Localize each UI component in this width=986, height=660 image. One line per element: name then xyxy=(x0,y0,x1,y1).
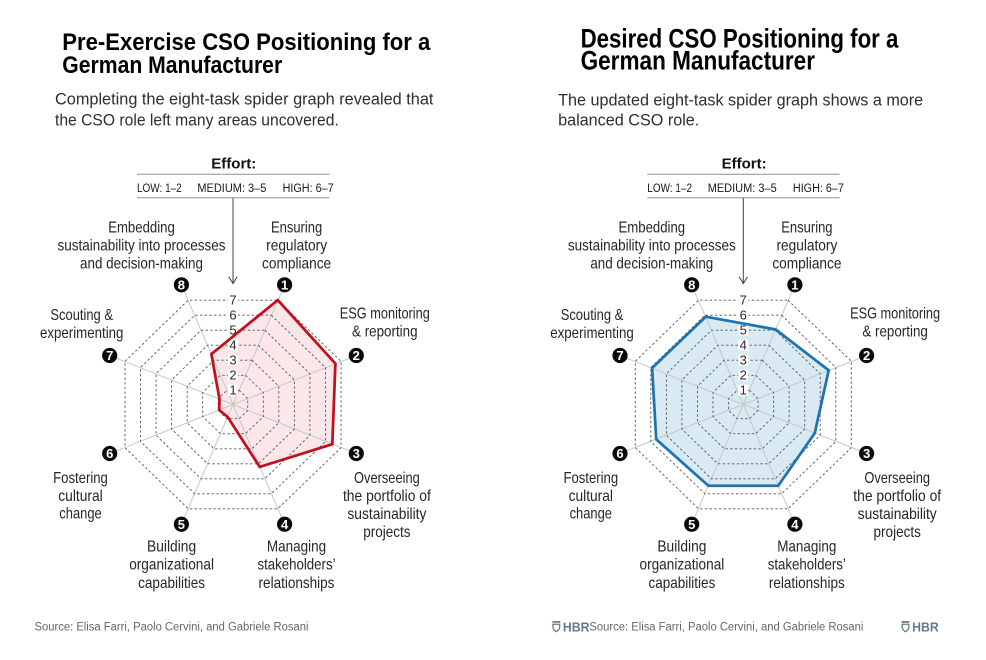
svg-text:organizational: organizational xyxy=(129,557,214,574)
svg-text:MEDIUM: 3–5: MEDIUM: 3–5 xyxy=(197,181,266,195)
svg-text:and decision-making: and decision-making xyxy=(80,255,203,272)
svg-text:1: 1 xyxy=(229,383,236,398)
svg-text:3: 3 xyxy=(229,353,236,368)
svg-text:capabilities: capabilities xyxy=(138,575,205,592)
svg-text:the portfolio of: the portfolio of xyxy=(343,488,431,505)
svg-text:5: 5 xyxy=(688,517,695,532)
svg-text:Building: Building xyxy=(147,539,196,556)
svg-text:Ensuring: Ensuring xyxy=(271,220,322,237)
svg-text:Embedding: Embedding xyxy=(619,220,686,237)
svg-text:7: 7 xyxy=(229,293,236,308)
svg-text:regulatory: regulatory xyxy=(266,237,327,254)
svg-text:1: 1 xyxy=(791,278,798,293)
svg-text:Fostering: Fostering xyxy=(563,470,618,487)
svg-text:HIGH: 6–7: HIGH: 6–7 xyxy=(283,181,334,195)
svg-text:6: 6 xyxy=(229,308,236,323)
svg-text:projects: projects xyxy=(363,524,410,541)
svg-text:& reporting: & reporting xyxy=(352,324,418,341)
svg-text:change: change xyxy=(570,506,613,523)
svg-text:LOW: 1–2: LOW: 1–2 xyxy=(137,181,182,195)
svg-text:2: 2 xyxy=(229,368,236,383)
svg-text:compliance: compliance xyxy=(262,255,331,272)
svg-text:compliance: compliance xyxy=(772,255,841,272)
svg-text:Fostering: Fostering xyxy=(53,470,108,487)
svg-text:2: 2 xyxy=(863,348,870,363)
svg-text:cultural: cultural xyxy=(569,488,613,505)
svg-text:5: 5 xyxy=(229,323,236,338)
svg-text:4: 4 xyxy=(740,338,747,353)
svg-text:German Manufacturer: German Manufacturer xyxy=(581,46,815,76)
svg-text:1: 1 xyxy=(281,278,288,293)
svg-text:regulatory: regulatory xyxy=(776,237,837,254)
svg-text:HBR: HBR xyxy=(563,619,590,634)
svg-text:sustainability: sustainability xyxy=(347,506,426,523)
svg-text:HIGH: 6–7: HIGH: 6–7 xyxy=(793,181,844,195)
svg-text:ESG monitoring: ESG monitoring xyxy=(850,306,940,323)
svg-text:5: 5 xyxy=(740,323,747,338)
svg-text:and decision-making: and decision-making xyxy=(590,255,713,272)
svg-text:organizational: organizational xyxy=(640,557,725,574)
svg-text:3: 3 xyxy=(863,446,870,461)
svg-text:HBR: HBR xyxy=(912,619,939,634)
svg-text:relationships: relationships xyxy=(259,575,335,592)
svg-text:balanced CSO role.: balanced CSO role. xyxy=(558,111,699,130)
svg-text:stakeholders’: stakeholders’ xyxy=(768,557,846,574)
svg-text:6: 6 xyxy=(740,308,747,323)
svg-text:7: 7 xyxy=(616,348,623,363)
svg-text:the CSO role left many areas u: the CSO role left many areas uncovered. xyxy=(55,111,339,130)
svg-text:2: 2 xyxy=(740,368,747,383)
svg-text:Managing: Managing xyxy=(777,539,836,556)
svg-text:capabilities: capabilities xyxy=(648,575,715,592)
svg-text:7: 7 xyxy=(740,293,747,308)
svg-text:5: 5 xyxy=(178,517,185,532)
svg-text:Scouting &: Scouting & xyxy=(50,307,113,324)
svg-text:3: 3 xyxy=(740,353,747,368)
svg-text:sustainability: sustainability xyxy=(858,506,937,523)
svg-text:cultural: cultural xyxy=(58,488,102,505)
svg-text:Source: Elisa Farri, Paolo Cer: Source: Elisa Farri, Paolo Cervini, and … xyxy=(589,622,863,634)
svg-text:experimenting: experimenting xyxy=(550,325,634,342)
svg-text:& reporting: & reporting xyxy=(862,324,928,341)
svg-text:Scouting &: Scouting & xyxy=(561,307,624,324)
svg-text:4: 4 xyxy=(791,517,799,532)
svg-text:MEDIUM: 3–5: MEDIUM: 3–5 xyxy=(708,181,777,195)
svg-text:8: 8 xyxy=(688,278,695,293)
svg-text:Effort:: Effort: xyxy=(211,155,256,172)
svg-text:7: 7 xyxy=(106,348,113,363)
svg-text:6: 6 xyxy=(106,446,113,461)
svg-text:6: 6 xyxy=(616,446,623,461)
svg-text:Managing: Managing xyxy=(267,539,326,556)
svg-text:Desired CSO Positioning for a: Desired CSO Positioning for a xyxy=(581,23,900,53)
svg-text:sustainability into processes: sustainability into processes xyxy=(568,238,736,255)
svg-text:Overseeing: Overseeing xyxy=(354,470,420,487)
svg-text:Source: Elisa Farri, Paolo Cer: Source: Elisa Farri, Paolo Cervini, and … xyxy=(35,622,309,634)
svg-text:LOW: 1–2: LOW: 1–2 xyxy=(647,181,692,195)
svg-text:Ensuring: Ensuring xyxy=(781,220,832,237)
svg-text:Effort:: Effort: xyxy=(722,155,767,172)
svg-text:German Manufacturer: German Manufacturer xyxy=(62,52,282,79)
svg-text:1: 1 xyxy=(740,383,747,398)
svg-text:4: 4 xyxy=(281,517,289,532)
svg-text:change: change xyxy=(59,506,102,523)
svg-text:2: 2 xyxy=(353,348,360,363)
svg-text:sustainability into processes: sustainability into processes xyxy=(58,238,226,255)
svg-text:ESG monitoring: ESG monitoring xyxy=(340,306,430,323)
svg-text:Pre-Exercise CSO Positioning f: Pre-Exercise CSO Positioning for a xyxy=(62,29,430,56)
svg-text:The updated eight-task spider: The updated eight-task spider graph show… xyxy=(558,90,923,109)
svg-text:experimenting: experimenting xyxy=(40,325,124,342)
svg-text:8: 8 xyxy=(178,278,185,293)
svg-text:relationships: relationships xyxy=(769,575,845,592)
svg-text:3: 3 xyxy=(353,446,360,461)
svg-text:Building: Building xyxy=(657,539,706,556)
svg-text:Completing the eight-task spid: Completing the eight-task spider graph r… xyxy=(55,90,434,109)
svg-text:4: 4 xyxy=(229,338,236,353)
svg-text:Overseeing: Overseeing xyxy=(864,470,930,487)
svg-text:Embedding: Embedding xyxy=(108,220,175,237)
svg-text:stakeholders’: stakeholders’ xyxy=(257,557,335,574)
svg-text:the portfolio of: the portfolio of xyxy=(853,488,941,505)
svg-text:projects: projects xyxy=(874,524,921,541)
